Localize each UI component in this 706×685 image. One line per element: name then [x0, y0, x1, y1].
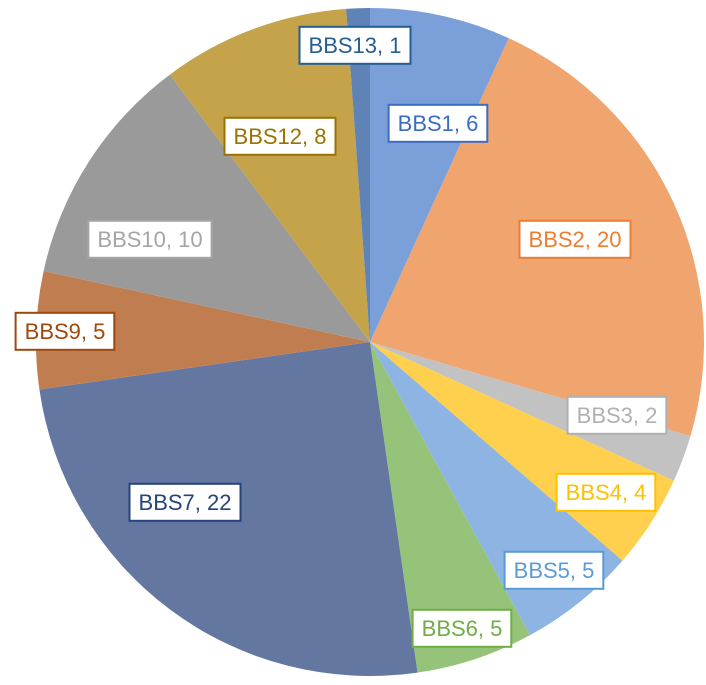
pie-label-bbs1: BBS1, 6 — [387, 103, 489, 143]
pie-label-bbs9: BBS9, 5 — [14, 311, 116, 351]
pie-label-bbs6: BBS6, 5 — [411, 608, 513, 648]
pie-label-box — [87, 219, 213, 259]
pie-label-bbs12: BBS12, 8 — [223, 116, 337, 156]
pie-label-bbs13: BBS13, 1 — [298, 25, 412, 65]
pie-label-text: BBS10, 10 — [97, 227, 202, 252]
pie-label-bbs4: BBS4, 4 — [555, 472, 657, 512]
pie-label-text: BBS12, 8 — [234, 124, 327, 149]
pie-label-box — [298, 25, 412, 65]
pie-label-bbs3: BBS3, 2 — [566, 395, 668, 435]
pie-label-bbs7: BBS7, 22 — [128, 482, 242, 522]
pie-label-box — [14, 311, 116, 351]
pie-label-text: BBS6, 5 — [422, 616, 503, 641]
pie-slice-bbs3 — [370, 342, 691, 481]
pie-label-text: BBS13, 1 — [309, 33, 402, 58]
pie-label-box — [411, 608, 513, 648]
pie-label-box — [387, 103, 489, 143]
pie-label-box — [128, 482, 242, 522]
pie-label-text: BBS5, 5 — [514, 558, 595, 583]
pie-slice-bbs13 — [346, 7, 370, 342]
pie-slice-bbs6 — [370, 342, 531, 673]
pie-slice-bbs9 — [35, 271, 371, 390]
pie-label-box — [518, 219, 632, 259]
pie-slice-bbs1 — [370, 8, 509, 342]
pie-label-bbs5: BBS5, 5 — [503, 550, 605, 590]
pie-label-bbs2: BBS2, 20 — [518, 219, 632, 259]
pie-label-box — [566, 395, 668, 435]
pie-label-box — [555, 472, 657, 512]
pie-label-text: BBS7, 22 — [139, 490, 232, 515]
pie-label-text: BBS2, 20 — [529, 227, 622, 252]
pie-label-box — [223, 116, 337, 156]
pie-label-text: BBS9, 5 — [25, 319, 106, 344]
pie-label-box — [503, 550, 605, 590]
pie-label-bbs10: BBS10, 10 — [87, 219, 213, 259]
pie-label-text: BBS1, 6 — [398, 111, 479, 136]
pie-slice-bbs12 — [169, 8, 370, 342]
pie-label-text: BBS3, 2 — [577, 403, 658, 428]
pie-labels: BBS1, 6 BBS2, 20 BBS3, 2 BBS4, 4 BBS5, 5 BBS6… — [14, 25, 668, 648]
pie-slice-bbs10 — [43, 74, 370, 343]
pie-label-text: BBS4, 4 — [566, 480, 647, 505]
